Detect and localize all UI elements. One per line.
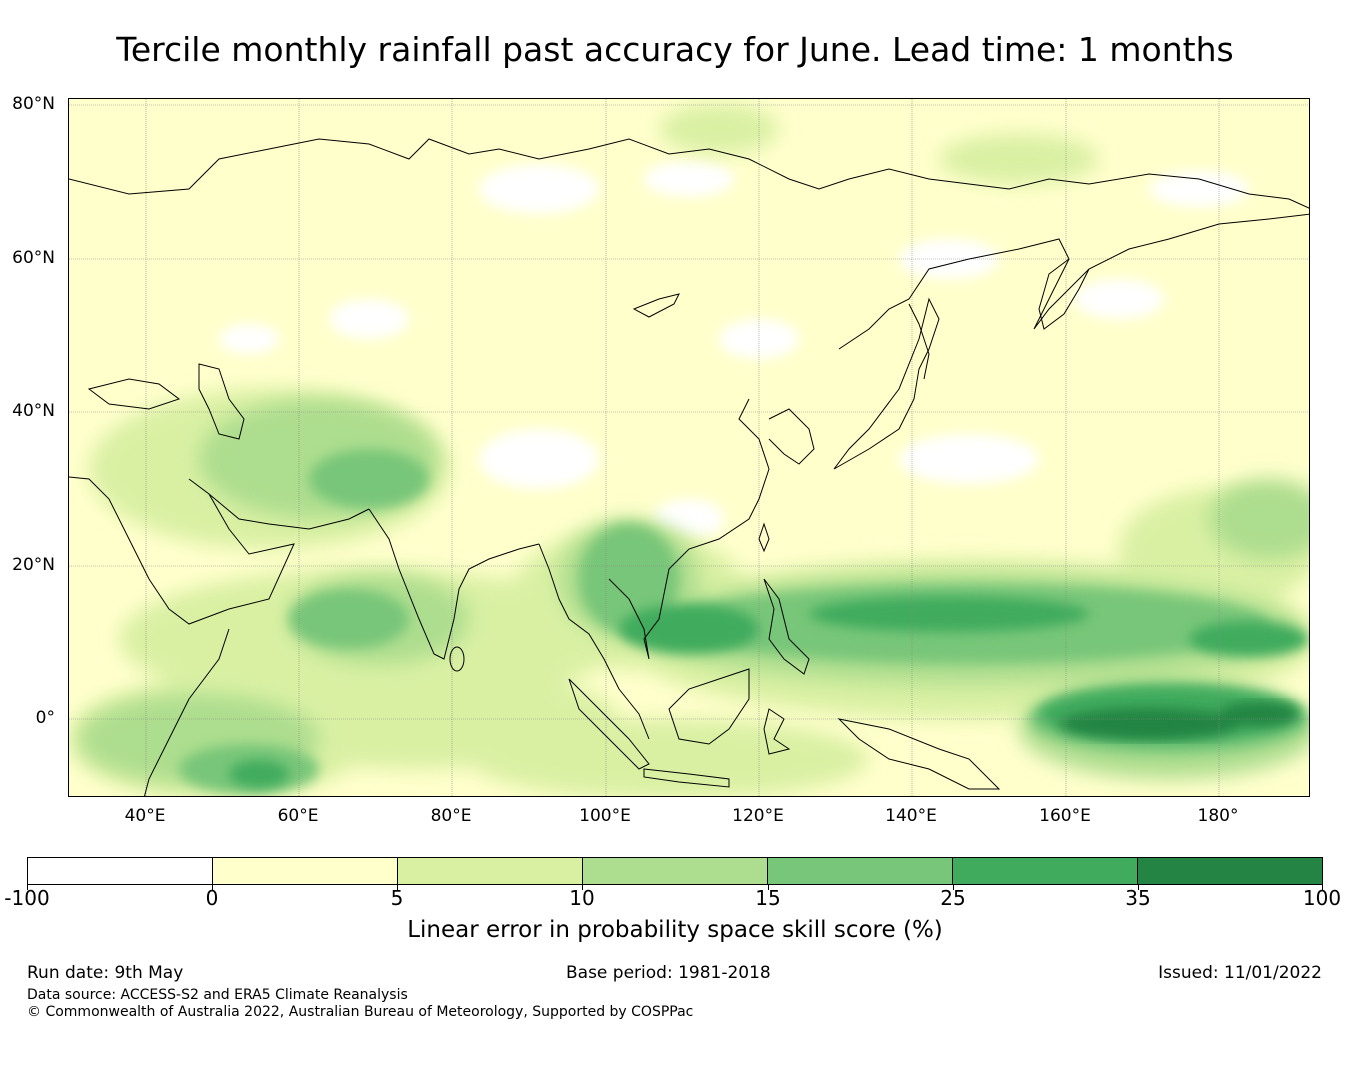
lon-label-160e: 160°E xyxy=(1039,806,1091,826)
colorbar-segment-15-25 xyxy=(768,858,953,884)
lon-label-180: 180° xyxy=(1197,806,1239,826)
lon-label-40e: 40°E xyxy=(124,806,166,826)
lat-label-20n: 20°N xyxy=(12,555,55,575)
skill-map xyxy=(68,98,1310,797)
map-title: Tercile monthly rainfall past accuracy f… xyxy=(116,30,1234,69)
colorbar-segment-5-10 xyxy=(398,858,583,884)
lat-label-0: 0° xyxy=(35,708,55,728)
colorbar-tickmark xyxy=(27,885,28,890)
colorbar-tickmark xyxy=(768,885,769,890)
colorbar-tick-100: 100 xyxy=(1302,886,1342,910)
colorbar-segment-10-15 xyxy=(583,858,768,884)
colorbar-tickmark xyxy=(212,885,213,890)
lat-label-80n: 80°N xyxy=(12,94,55,114)
colorbar-segment-25-35 xyxy=(953,858,1138,884)
run-date: Run date: 9th May xyxy=(27,963,184,983)
colorbar-tickmark xyxy=(582,885,583,890)
skill-field-35-100 xyxy=(1059,702,1299,740)
colorbar-tickmark xyxy=(1138,885,1139,890)
data-source: Data source: ACCESS-S2 and ERA5 Climate … xyxy=(27,987,408,1003)
colorbar-tick-15: 15 xyxy=(755,886,781,910)
skill-map-canvas xyxy=(69,99,1309,796)
graticule xyxy=(69,99,1309,796)
colorbar-segment-neg100-0 xyxy=(28,858,213,884)
skill-field-25-35 xyxy=(229,596,1309,788)
lon-label-120e: 120°E xyxy=(732,806,784,826)
lat-label-40n: 40°N xyxy=(12,401,55,421)
lon-label-60e: 60°E xyxy=(277,806,319,826)
colorbar-tick-neg100: -100 xyxy=(4,886,50,910)
colorbar-label: Linear error in probability space skill … xyxy=(407,917,943,943)
colorbar-segment-0-5 xyxy=(213,858,398,884)
colorbar-tickmark xyxy=(397,885,398,890)
coastlines xyxy=(69,138,1309,796)
colorbar-tick-10: 10 xyxy=(569,886,595,910)
copyright: © Commonwealth of Australia 2022, Austra… xyxy=(27,1004,694,1020)
colorbar-tickmark xyxy=(953,885,954,890)
lon-label-100e: 100°E xyxy=(579,806,631,826)
lat-label-60n: 60°N xyxy=(12,248,55,268)
colorbar-tick-25: 25 xyxy=(940,886,966,910)
lon-label-140e: 140°E xyxy=(885,806,937,826)
colorbar-tick-35: 35 xyxy=(1125,886,1151,910)
issued-date: Issued: 11/01/2022 xyxy=(1158,963,1322,983)
colorbar-tickmark xyxy=(1322,885,1323,890)
colorbar xyxy=(27,857,1323,885)
colorbar-segment-35-100 xyxy=(1138,858,1322,884)
base-period: Base period: 1981-2018 xyxy=(566,963,771,983)
lon-label-80e: 80°E xyxy=(430,806,472,826)
colorbar-tick-5: 5 xyxy=(390,886,404,910)
colorbar-tick-0: 0 xyxy=(205,886,219,910)
